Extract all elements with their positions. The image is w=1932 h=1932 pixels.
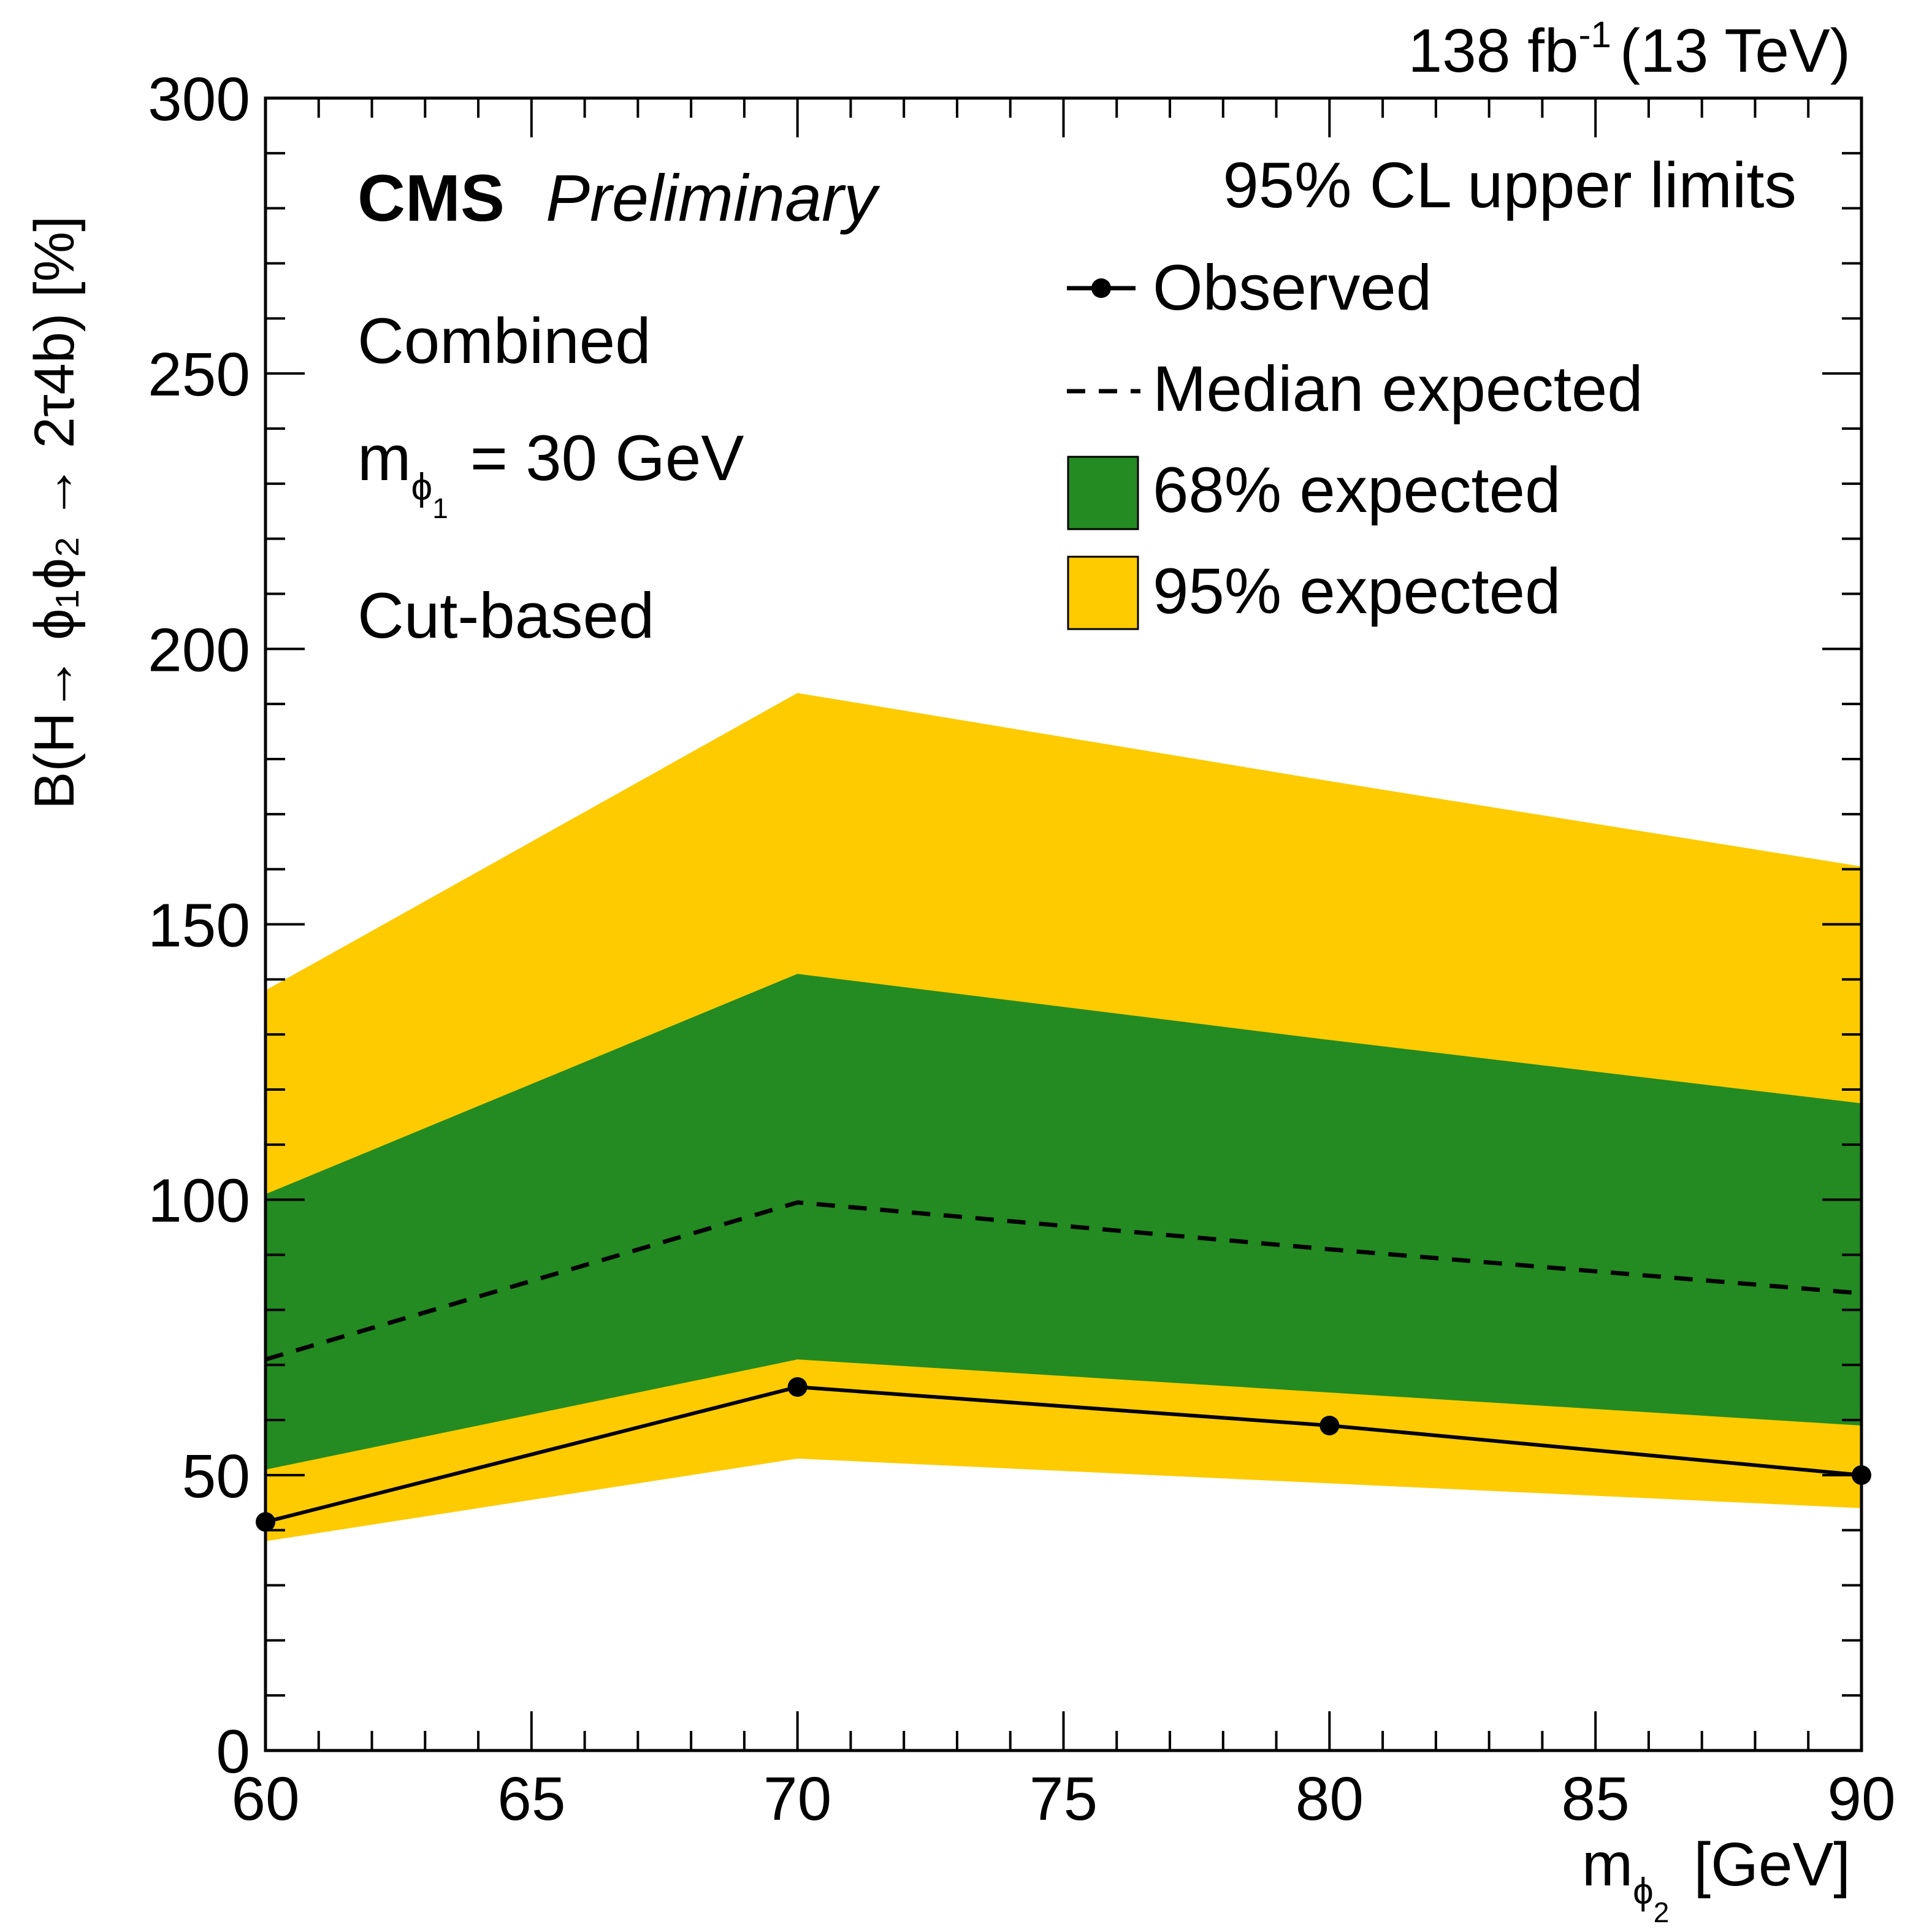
legend-68-label: 68% expected (1153, 454, 1560, 526)
y-tick-label: 200 (148, 616, 250, 684)
preliminary-label: Preliminary (546, 161, 880, 235)
combined-label: Combined (357, 305, 651, 377)
mass-label: mϕ1= 30 GeV (357, 422, 744, 524)
bands-layer (265, 693, 1861, 1541)
band-68 (265, 974, 1861, 1470)
ticks-layer (264, 97, 1863, 1752)
legend: 95% CL upper limits Observed Median expe… (1067, 150, 1796, 630)
y-tick-label: 50 (182, 1442, 250, 1511)
observed-point (1319, 1415, 1340, 1435)
y-tick-label: 0 (216, 1717, 250, 1786)
legend-95-label: 95% expected (1153, 556, 1560, 627)
tick-labels-layer: 60 65 70 75 80 85 90 0 50 100 150 200 250 300 (148, 65, 1895, 1833)
y-tick-label: 150 (148, 892, 250, 960)
method-label: Cut-based (357, 580, 654, 652)
x-tick-label: 90 (1827, 1765, 1895, 1833)
x-tick-label: 70 (763, 1765, 831, 1833)
x-tick-label: 65 (497, 1765, 565, 1833)
median-expected-line (265, 1200, 1862, 1362)
x-axis-label: mϕ2[GeV] (1582, 1830, 1850, 1928)
x-tick-label: 80 (1296, 1765, 1364, 1833)
y-tick-label: 100 (148, 1167, 250, 1235)
lumi-label: 138 fb-1 (13 TeV) (1408, 14, 1850, 85)
cms-label: CMS (357, 161, 505, 235)
y-axis-label: B(H→ ϕ₁ϕ₂ → 2τ4b) [%] (23, 216, 86, 809)
legend-title: 95% CL upper limits (1223, 150, 1796, 221)
y-tick-label: 250 (148, 340, 250, 409)
legend-observed-marker (1091, 278, 1111, 298)
observed-point (787, 1377, 808, 1397)
legend-observed-label: Observed (1153, 252, 1432, 324)
x-tick-label: 75 (1029, 1765, 1098, 1833)
legend-median-label: Median expected (1153, 353, 1643, 425)
x-tick-label: 85 (1562, 1765, 1630, 1833)
legend-95-swatch (1067, 556, 1139, 630)
legend-68-swatch (1067, 456, 1139, 530)
x-tick-label: 60 (231, 1765, 299, 1833)
y-tick-label: 300 (148, 65, 250, 134)
observed-line (265, 1385, 1862, 1524)
